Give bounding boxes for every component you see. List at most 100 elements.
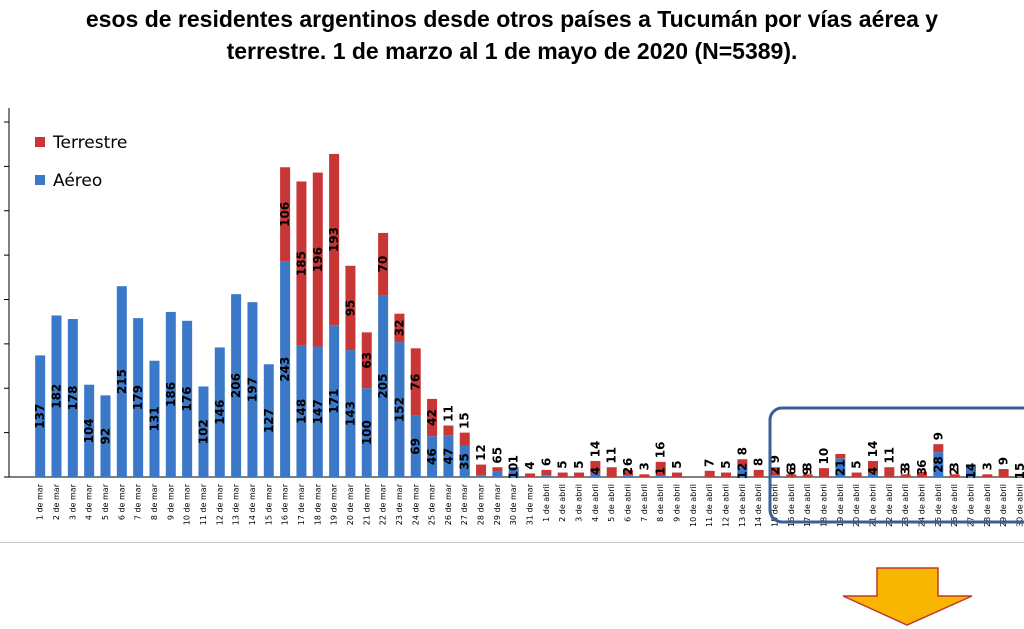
- x-tick-label: 30 de mar: [509, 483, 518, 525]
- bar-aereo: [247, 302, 258, 477]
- x-tick-label: 28 de abril: [983, 484, 992, 527]
- x-tick-label: 25 de abril: [934, 484, 943, 527]
- data-label-aereo: 4: [588, 467, 602, 475]
- legend: Terrestre Aéreo: [35, 133, 127, 191]
- bar-aereo: [231, 294, 242, 477]
- data-label-terrestre: 6: [915, 459, 929, 467]
- bar-terrestre: [982, 474, 993, 477]
- down-arrow-icon: [842, 567, 973, 626]
- x-tick-label: 27 de abril: [966, 484, 975, 527]
- data-label-terrestre: 95: [343, 300, 357, 317]
- data-label-terrestre: 5: [670, 460, 684, 468]
- data-label-terrestre: 63: [360, 352, 374, 369]
- bar-terrestre: [770, 467, 781, 476]
- bar-aereo: [345, 350, 356, 477]
- x-tick-label: 26 de abril: [950, 484, 959, 527]
- data-label-aereo: 4: [866, 467, 880, 475]
- data-label-terrestre: 7: [703, 459, 717, 467]
- x-tick-label: 10 de abril: [689, 484, 698, 527]
- x-tick-label: 17 de mar: [297, 483, 306, 525]
- data-label-terrestre: 65: [490, 447, 504, 464]
- bar-aereo: [443, 435, 454, 477]
- bar-terrestre: [394, 313, 405, 343]
- data-label-aereo: 127: [262, 408, 276, 433]
- data-label-aereo: 12: [735, 463, 749, 480]
- data-label-terrestre: 6: [621, 458, 635, 466]
- bar-aereo: [51, 315, 62, 477]
- bar-terrestre: [476, 464, 487, 476]
- x-tick-label: 30 de abril: [1015, 484, 1024, 527]
- data-label-aereo: 176: [180, 386, 194, 411]
- data-label-aereo: 21: [833, 459, 847, 476]
- x-tick-label: 13 de abril: [738, 484, 747, 527]
- bar-aereo: [312, 346, 323, 477]
- bar-aereo: [280, 261, 291, 477]
- data-label-aereo: 3: [899, 467, 913, 475]
- bar-aereo: [492, 471, 503, 477]
- data-label-aereo: 215: [115, 369, 129, 394]
- bar-aereo: [508, 468, 519, 477]
- bar-terrestre: [590, 461, 601, 474]
- data-label-aereo: 1: [654, 467, 668, 475]
- bar-terrestre: [410, 348, 421, 416]
- x-tick-label: 22 de abril: [885, 484, 894, 527]
- data-label-terrestre: 8: [752, 458, 766, 466]
- bar-terrestre: [753, 469, 764, 477]
- bar-terrestre: [492, 467, 503, 472]
- bar-terrestre: [508, 467, 519, 469]
- x-tick-label: 3 de abril: [575, 484, 584, 522]
- bar-terrestre: [704, 470, 715, 477]
- bar-aereo: [965, 464, 976, 477]
- bar-aereo: [100, 395, 111, 477]
- x-tick-label: 2 de mar: [52, 483, 61, 520]
- data-label-aereo: 9: [801, 467, 815, 475]
- data-label-aereo: 35: [458, 453, 472, 470]
- bar-aereo: [296, 345, 307, 477]
- data-label-terrestre: 4: [523, 461, 537, 469]
- data-label-aereo: 15: [1013, 463, 1024, 480]
- data-label-aereo: 2: [768, 467, 782, 475]
- x-tick-label: 17 de abril: [803, 484, 812, 527]
- data-label-aereo: 28: [931, 456, 945, 473]
- data-label-terrestre: 9: [768, 455, 782, 463]
- data-label-terrestre: 14: [588, 441, 602, 458]
- data-label-aereo: 179: [131, 385, 145, 410]
- x-tick-label: 2 de abril: [558, 484, 567, 522]
- bar-aereo: [84, 384, 95, 477]
- bar-aereo: [427, 436, 438, 477]
- x-tick-label: 19 de abril: [836, 484, 845, 527]
- data-label-aereo: 46: [425, 448, 439, 465]
- x-tick-label: 20 de mar: [346, 483, 355, 525]
- data-label-aereo: 146: [213, 400, 227, 425]
- bars: [35, 153, 1009, 477]
- data-label-terrestre: 106: [278, 202, 292, 227]
- x-tick-label: 12 de mar: [215, 483, 224, 525]
- data-label-terrestre: 5: [850, 460, 864, 468]
- bar-aereo: [263, 364, 274, 477]
- bar-terrestre: [361, 332, 372, 389]
- bar-terrestre: [867, 461, 878, 474]
- data-label-terrestre: 42: [425, 409, 439, 426]
- x-tick-label: 19 de mar: [330, 483, 339, 525]
- data-label-aereo: 205: [376, 374, 390, 399]
- bar-terrestre: [296, 181, 307, 346]
- x-tick-label: 13 de mar: [232, 483, 241, 525]
- data-label-aereo: 182: [49, 384, 63, 409]
- data-label-terrestre: 193: [327, 227, 341, 252]
- bar-terrestre: [884, 467, 895, 477]
- data-label-aereo: 171: [327, 389, 341, 414]
- data-label-terrestre: 3: [784, 462, 798, 470]
- x-tick-label: 5 de mar: [101, 483, 110, 520]
- x-tick-label: 10 de mar: [183, 483, 192, 525]
- data-label-terrestre: 8: [735, 447, 749, 455]
- x-tick-label: 9 de abril: [673, 484, 682, 522]
- data-label-aereo: 186: [164, 382, 178, 407]
- bar-aereo: [214, 347, 225, 477]
- bar-aereo: [867, 473, 878, 477]
- x-tick-label: 24 de abril: [917, 484, 926, 527]
- bar-terrestre: [623, 469, 634, 476]
- x-tick-label: 23 de mar: [395, 483, 404, 525]
- data-label-aereo: 102: [196, 419, 210, 444]
- data-label-terrestre: 9: [931, 432, 945, 440]
- bar-terrestre: [672, 472, 683, 477]
